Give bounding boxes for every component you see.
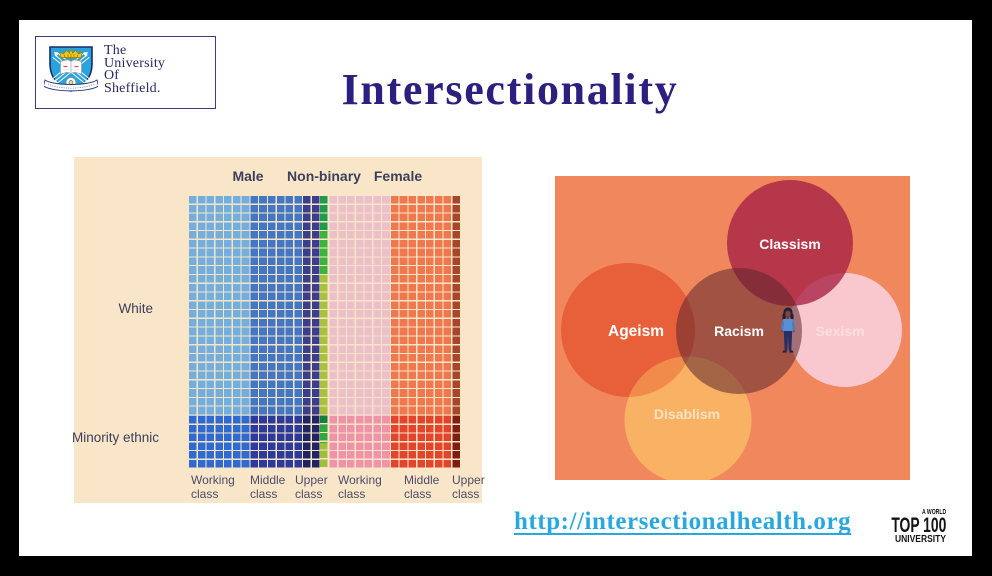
svg-text:Sexism: Sexism	[815, 323, 864, 339]
svg-text:Ageism: Ageism	[608, 323, 664, 340]
svg-text:Disablism: Disablism	[654, 406, 720, 422]
svg-text:Classism: Classism	[759, 236, 820, 252]
svg-text:Racism: Racism	[714, 323, 764, 339]
